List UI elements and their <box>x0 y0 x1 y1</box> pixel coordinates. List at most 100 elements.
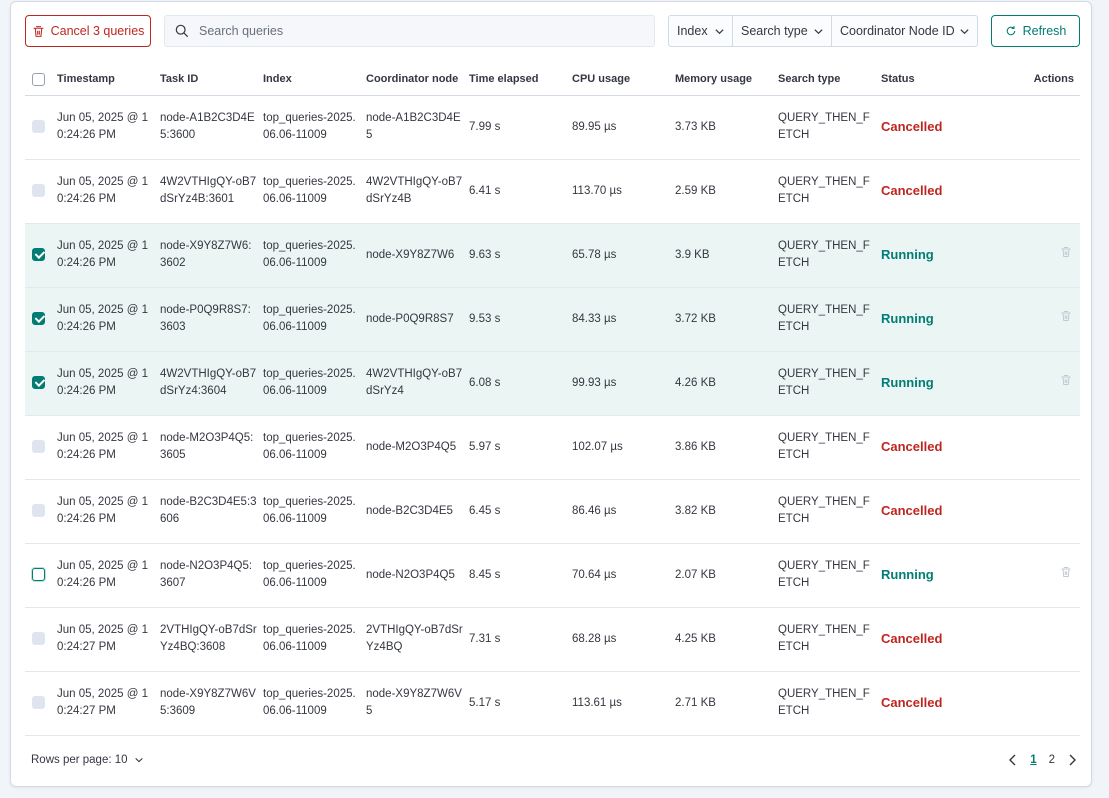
row-checkbox[interactable] <box>32 311 45 325</box>
cell-status: Cancelled <box>881 479 981 544</box>
header-search-type[interactable]: Search type <box>778 64 881 96</box>
cancel-query-trash-icon[interactable] <box>1060 566 1072 578</box>
cell-index: top_queries-2025.06.06-11009 <box>263 159 366 224</box>
cell-timestamp: Jun 05, 2025 @ 10:24:27 PM <box>57 671 160 736</box>
cell-index: top_queries-2025.06.06-11009 <box>263 351 366 416</box>
row-select-cell <box>25 351 57 416</box>
status-badge: Running <box>881 566 934 582</box>
search-icon <box>175 24 189 38</box>
row-select-cell <box>25 95 57 160</box>
cell-timestamp: Jun 05, 2025 @ 10:24:26 PM <box>57 479 160 544</box>
table-row: Jun 05, 2025 @ 10:24:26 PM node-B2C3D4E5:… <box>25 479 1080 544</box>
cell-task-id: node-A1B2C3D4E5:3600 <box>160 95 263 160</box>
cell-cpu-usage: 99.93 µs <box>572 351 675 416</box>
row-checkbox[interactable] <box>32 119 45 133</box>
header-coordinator-node[interactable]: Coordinator node <box>366 64 469 96</box>
row-checkbox[interactable] <box>32 375 45 389</box>
cell-search-type: QUERY_THEN_FETCH <box>778 415 881 480</box>
cell-coordinator-node: node-X9Y8Z7W6V5 <box>366 671 469 736</box>
cell-memory-usage: 3.82 KB <box>675 479 778 544</box>
row-select-cell <box>25 479 57 544</box>
page-1-link[interactable]: 1 <box>1030 754 1037 766</box>
header-cpu-usage[interactable]: CPU usage <box>572 64 675 96</box>
header-memory-usage[interactable]: Memory usage <box>675 64 778 96</box>
cell-index: top_queries-2025.06.06-11009 <box>263 415 366 480</box>
cell-index: top_queries-2025.06.06-11009 <box>263 671 366 736</box>
refresh-button[interactable]: Refresh <box>991 15 1080 47</box>
cell-actions <box>981 287 1080 352</box>
cell-cpu-usage: 68.28 µs <box>572 607 675 672</box>
search-input[interactable] <box>197 23 654 39</box>
row-checkbox[interactable] <box>32 695 45 709</box>
cell-timestamp: Jun 05, 2025 @ 10:24:26 PM <box>57 415 160 480</box>
cell-cpu-usage: 113.61 µs <box>572 671 675 736</box>
cell-search-type: QUERY_THEN_FETCH <box>778 671 881 736</box>
cell-actions <box>981 159 1080 224</box>
cell-timestamp: Jun 05, 2025 @ 10:24:26 PM <box>57 287 160 352</box>
cell-cpu-usage: 84.33 µs <box>572 287 675 352</box>
cell-memory-usage: 2.59 KB <box>675 159 778 224</box>
cell-actions <box>981 479 1080 544</box>
status-badge: Cancelled <box>881 694 943 710</box>
row-checkbox[interactable] <box>32 247 45 261</box>
header-task-id[interactable]: Task ID <box>160 64 263 96</box>
cell-timestamp: Jun 05, 2025 @ 10:24:26 PM <box>57 351 160 416</box>
status-badge: Running <box>881 246 934 262</box>
header-timestamp[interactable]: Timestamp <box>57 64 160 96</box>
cancel-query-trash-icon[interactable] <box>1060 310 1072 322</box>
cell-status: Running <box>881 223 981 288</box>
row-select-cell <box>25 543 57 608</box>
trash-icon <box>32 25 45 38</box>
cell-timestamp: Jun 05, 2025 @ 10:24:26 PM <box>57 159 160 224</box>
cell-actions <box>981 223 1080 288</box>
row-checkbox[interactable] <box>32 567 45 581</box>
table-row: Jun 05, 2025 @ 10:24:26 PM 4W2VTHIgQY-oB7… <box>25 351 1080 416</box>
status-badge: Running <box>881 310 934 326</box>
cell-time-elapsed: 7.31 s <box>469 607 572 672</box>
status-badge: Running <box>881 374 934 390</box>
row-checkbox[interactable] <box>32 631 45 645</box>
cell-status: Cancelled <box>881 415 981 480</box>
cell-search-type: QUERY_THEN_FETCH <box>778 287 881 352</box>
cell-task-id: 2VTHIgQY-oB7dSrYz4BQ:3608 <box>160 607 263 672</box>
cell-memory-usage: 3.72 KB <box>675 287 778 352</box>
row-checkbox[interactable] <box>32 503 45 517</box>
page-2-link[interactable]: 2 <box>1048 754 1055 766</box>
header-index[interactable]: Index <box>263 64 366 96</box>
header-status[interactable]: Status <box>881 64 981 96</box>
status-badge: Cancelled <box>881 502 943 518</box>
cell-time-elapsed: 9.53 s <box>469 287 572 352</box>
cell-memory-usage: 2.07 KB <box>675 543 778 608</box>
row-checkbox[interactable] <box>32 183 45 197</box>
cell-task-id: node-M2O3P4Q5:3605 <box>160 415 263 480</box>
filter-index[interactable]: Index <box>669 16 733 46</box>
cell-index: top_queries-2025.06.06-11009 <box>263 223 366 288</box>
search-box[interactable] <box>164 15 655 47</box>
chevron-down-icon <box>134 755 144 765</box>
cell-cpu-usage: 102.07 µs <box>572 415 675 480</box>
table-row: Jun 05, 2025 @ 10:24:26 PM node-A1B2C3D4E… <box>25 95 1080 160</box>
select-all-checkbox[interactable] <box>32 72 45 86</box>
filter-coordinator-node-label: Coordinator Node ID <box>840 24 955 38</box>
filter-coordinator-node[interactable]: Coordinator Node ID <box>832 16 977 46</box>
cell-task-id: node-X9Y8Z7W6:3602 <box>160 223 263 288</box>
header-time-elapsed[interactable]: Time elapsed <box>469 64 572 96</box>
chevron-right-icon <box>1069 754 1076 766</box>
cell-task-id: node-X9Y8Z7W6V5:3609 <box>160 671 263 736</box>
cancel-query-trash-icon[interactable] <box>1060 246 1072 258</box>
table-row: Jun 05, 2025 @ 10:24:26 PM node-X9Y8Z7W6:… <box>25 223 1080 288</box>
cell-index: top_queries-2025.06.06-11009 <box>263 95 366 160</box>
cancel-queries-button[interactable]: Cancel 3 queries <box>25 15 151 47</box>
previous-page-button[interactable] <box>1008 754 1018 766</box>
cell-time-elapsed: 7.99 s <box>469 95 572 160</box>
row-checkbox[interactable] <box>32 439 45 453</box>
cell-coordinator-node: node-M2O3P4Q5 <box>366 415 469 480</box>
cancel-query-trash-icon[interactable] <box>1060 374 1072 386</box>
cell-search-type: QUERY_THEN_FETCH <box>778 351 881 416</box>
cell-coordinator-node: 4W2VTHIgQY-oB7dSrYz4B <box>366 159 469 224</box>
filter-group: Index Search type Coordinator Node ID <box>668 15 978 47</box>
cell-search-type: QUERY_THEN_FETCH <box>778 543 881 608</box>
rows-per-page-select[interactable]: Rows per page: 10 <box>31 754 144 766</box>
next-page-button[interactable] <box>1067 754 1077 766</box>
filter-search-type[interactable]: Search type <box>733 16 832 46</box>
